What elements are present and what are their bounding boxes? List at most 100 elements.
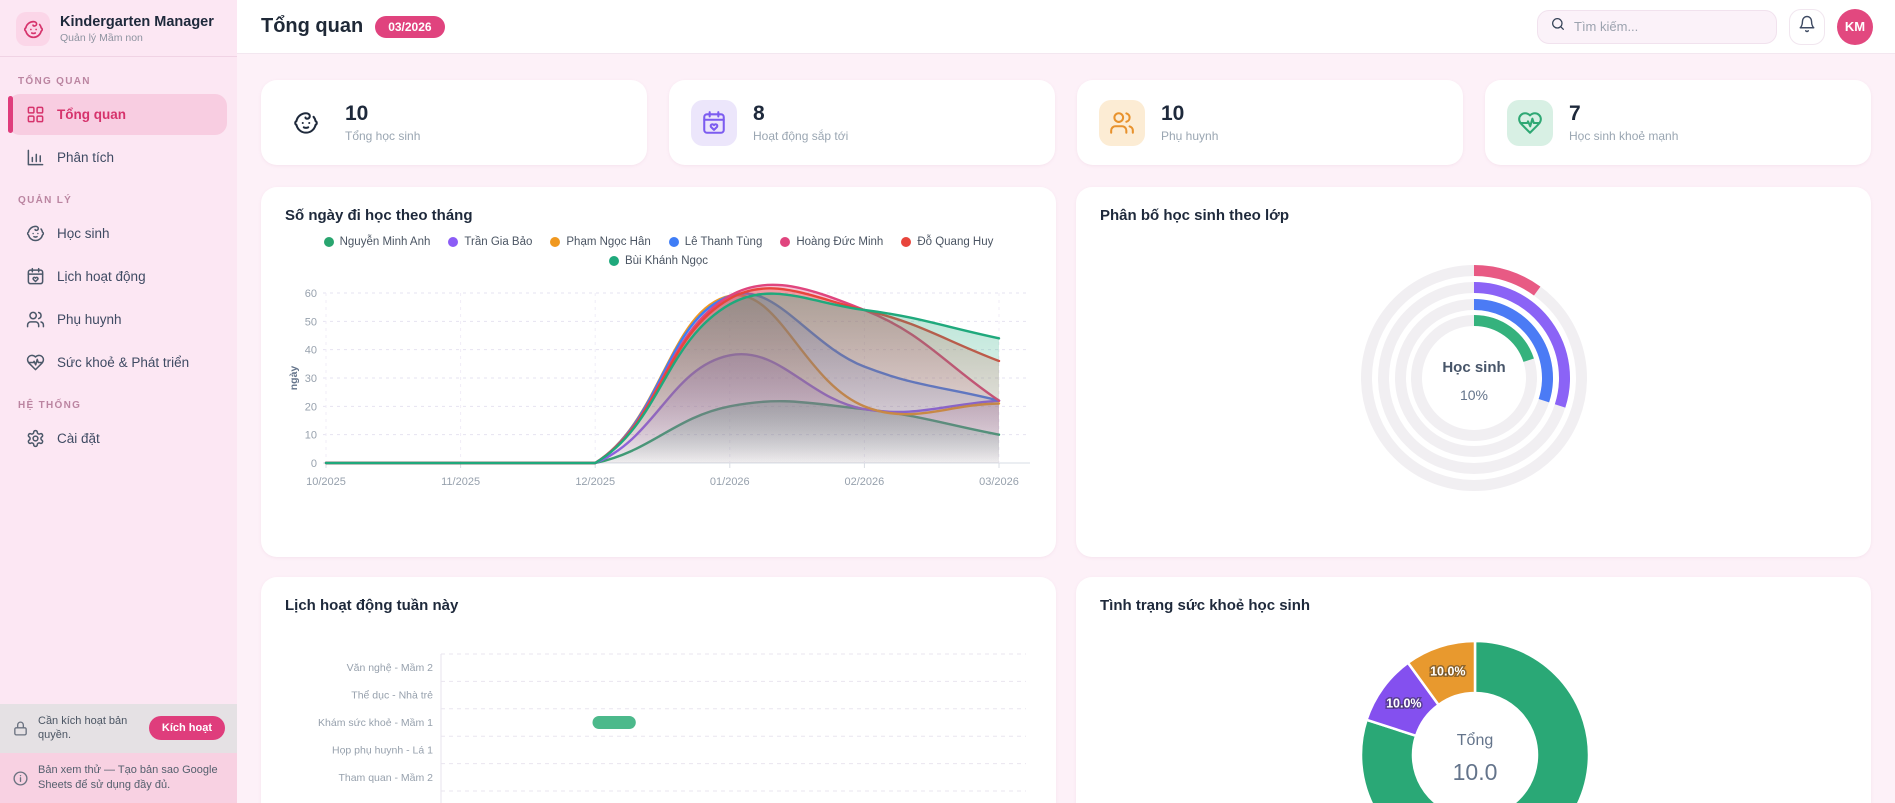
topbar: Tổng quan 03/2026 KM bbox=[237, 0, 1895, 54]
class-distribution-gauge-chart: Học sinh 10% bbox=[1361, 265, 1587, 491]
legend-item[interactable]: Bùi Khánh Ngọc bbox=[608, 255, 709, 267]
sidebar-item-phu-huynh[interactable]: Phụ huynh bbox=[8, 299, 227, 340]
license-notice-text: Cần kích hoạt bản quyền. bbox=[38, 714, 128, 742]
svg-text:20: 20 bbox=[305, 401, 317, 413]
attendance-chart-title: Số ngày đi học theo tháng bbox=[285, 207, 473, 224]
svg-text:03/2026: 03/2026 bbox=[979, 476, 1019, 488]
sidebar-item-suc-khoe[interactable]: Sức khoẻ & Phát triển bbox=[8, 342, 227, 383]
gear-icon bbox=[26, 429, 45, 448]
brand: Kindergarten Manager Quản lý Mầm non bbox=[0, 0, 237, 57]
heart-pulse-icon bbox=[26, 353, 45, 372]
svg-text:10.0%: 10.0% bbox=[1430, 664, 1465, 678]
lock-icon bbox=[12, 720, 29, 737]
sidebar-section-label: HỆ THỐNG bbox=[18, 400, 82, 411]
stat-value: 10 bbox=[1161, 102, 1185, 126]
sidebar-item-label: Phân tích bbox=[57, 150, 115, 165]
svg-text:10%: 10% bbox=[1460, 387, 1488, 403]
activate-button[interactable]: Kích hoạt bbox=[148, 716, 225, 741]
svg-text:50: 50 bbox=[305, 316, 317, 328]
bar-chart-icon bbox=[26, 148, 45, 167]
svg-text:10/2025: 10/2025 bbox=[306, 476, 346, 488]
legend-item[interactable]: Lê Thanh Tùng bbox=[668, 236, 763, 248]
search-input[interactable] bbox=[1574, 19, 1764, 34]
search-box[interactable] bbox=[1537, 9, 1777, 44]
attendance-chart-card: Số ngày đi học theo tháng Nguyễn Minh An… bbox=[261, 187, 1056, 557]
legend-label: Hoàng Đức Minh bbox=[796, 236, 884, 248]
sidebar-item-label: Học sinh bbox=[57, 226, 110, 241]
legend-item[interactable]: Hoàng Đức Minh bbox=[780, 236, 883, 248]
users-icon bbox=[1099, 99, 1145, 146]
info-icon bbox=[12, 770, 29, 787]
weekly-schedule-bar-chart: Văn nghệ - Mầm 2 Thể dục - Nhà trẻ Khám sứ… bbox=[318, 653, 1026, 803]
users-icon bbox=[26, 310, 45, 329]
stat-value: 8 bbox=[753, 102, 765, 126]
class-distribution-title: Phân bố học sinh theo lớp bbox=[1100, 207, 1289, 224]
svg-text:12/2025: 12/2025 bbox=[575, 476, 615, 488]
sidebar-item-cai-dat[interactable]: Cài đặt bbox=[8, 418, 227, 459]
search-icon bbox=[1550, 16, 1566, 37]
sidebar-item-lich-hoat-dong[interactable]: Lịch hoạt động bbox=[8, 256, 227, 297]
charts-grid: Số ngày đi học theo tháng Nguyễn Minh An… bbox=[261, 187, 1871, 803]
license-notice: Cần kích hoạt bản quyền. Kích hoạt bbox=[0, 703, 237, 754]
weekly-schedule-card: Lịch hoạt động tuần này Văn nghệ - Mầm 2… bbox=[261, 577, 1056, 803]
main-area: Tổng quan 03/2026 KM 10 Tổng học sinh 8 … bbox=[237, 0, 1895, 803]
bell-icon bbox=[1798, 15, 1816, 38]
svg-text:Thể dục - Nhà trẻ: Thể dục - Nhà trẻ bbox=[351, 690, 433, 702]
stat-label: Tổng học sinh bbox=[345, 128, 421, 143]
avatar[interactable]: KM bbox=[1837, 8, 1873, 45]
legend-label: Nguyễn Minh Anh bbox=[339, 236, 431, 248]
svg-text:60: 60 bbox=[305, 288, 317, 300]
svg-text:40: 40 bbox=[305, 345, 317, 357]
stat-card-activities: 8 Hoạt động sắp tới bbox=[669, 80, 1055, 165]
stat-value: 7 bbox=[1569, 102, 1581, 126]
svg-text:11/2025: 11/2025 bbox=[441, 476, 480, 488]
svg-text:Khám sức khoẻ - Mầm 1: Khám sức khoẻ - Mầm 1 bbox=[318, 717, 433, 729]
stat-label: Phụ huynh bbox=[1161, 128, 1219, 143]
legend-label: Bùi Khánh Ngọc bbox=[624, 255, 709, 267]
svg-text:Học sinh: Học sinh bbox=[1442, 359, 1505, 376]
month-badge: 03/2026 bbox=[375, 15, 445, 38]
svg-text:10.0%: 10.0% bbox=[1386, 696, 1421, 710]
sidebar-item-tong-quan[interactable]: Tổng quan bbox=[8, 94, 227, 135]
sidebar-item-label: Cài đặt bbox=[57, 431, 100, 446]
calendar-heart-icon bbox=[26, 267, 45, 286]
legend-item[interactable]: Nguyễn Minh Anh bbox=[323, 236, 431, 248]
legend-dot bbox=[550, 237, 561, 247]
calendar-heart-icon bbox=[691, 99, 737, 146]
svg-text:Văn nghệ - Mầm 2: Văn nghệ - Mầm 2 bbox=[347, 662, 434, 674]
weekly-schedule-title: Lịch hoạt động tuần này bbox=[285, 597, 459, 614]
notifications-button[interactable] bbox=[1789, 8, 1825, 45]
legend-label: Đỗ Quang Huy bbox=[917, 236, 994, 248]
baby-icon bbox=[26, 224, 45, 243]
svg-text:01/2026: 01/2026 bbox=[710, 476, 750, 488]
health-status-title: Tình trạng sức khoẻ học sinh bbox=[1100, 597, 1311, 614]
svg-text:ngày: ngày bbox=[288, 366, 300, 391]
grid-icon bbox=[26, 105, 45, 124]
legend-label: Trần Gia Bảo bbox=[464, 236, 533, 248]
health-status-donut-chart: 10.0% 10.0% Tổng 10.0 bbox=[1359, 639, 1591, 803]
svg-text:02/2026: 02/2026 bbox=[845, 476, 885, 488]
stat-label: Học sinh khoẻ mạnh bbox=[1569, 128, 1679, 143]
legend-dot bbox=[323, 237, 334, 247]
stat-card-healthy: 7 Học sinh khoẻ mạnh bbox=[1485, 80, 1871, 165]
svg-text:Họp phụ huynh - Lá 1: Họp phụ huynh - Lá 1 bbox=[332, 744, 433, 756]
sidebar-item-label: Lịch hoạt động bbox=[57, 269, 146, 284]
app-title: Kindergarten Manager bbox=[60, 13, 214, 30]
sidebar-item-phan-tich[interactable]: Phân tích bbox=[8, 137, 227, 178]
dashboard-content: 10 Tổng học sinh 8 Hoạt động sắp tới 10 … bbox=[237, 54, 1895, 803]
page-title: Tổng quan bbox=[261, 15, 364, 37]
heart-pulse-icon bbox=[1507, 99, 1553, 146]
legend-item[interactable]: Phạm Ngọc Hân bbox=[550, 236, 651, 248]
sidebar-section-label: QUẢN LÝ bbox=[18, 195, 73, 206]
sidebar-item-hoc-sinh[interactable]: Học sinh bbox=[8, 213, 227, 254]
attendance-chart-legend: Nguyễn Minh Anh Trần Gia Bảo Phạm Ngọc Hân… bbox=[299, 236, 1019, 267]
svg-text:Tổng: Tổng bbox=[1457, 731, 1493, 749]
sidebar-item-label: Phụ huynh bbox=[57, 312, 122, 327]
svg-text:10.0: 10.0 bbox=[1453, 759, 1498, 785]
sidebar-notices: Cần kích hoạt bản quyền. Kích hoạt Bản x… bbox=[0, 703, 237, 803]
legend-label: Lê Thanh Tùng bbox=[684, 236, 763, 248]
legend-item[interactable]: Trần Gia Bảo bbox=[448, 236, 532, 248]
svg-text:10: 10 bbox=[305, 430, 317, 442]
legend-item[interactable]: Đỗ Quang Huy bbox=[901, 236, 993, 248]
stat-value: 10 bbox=[345, 102, 369, 126]
